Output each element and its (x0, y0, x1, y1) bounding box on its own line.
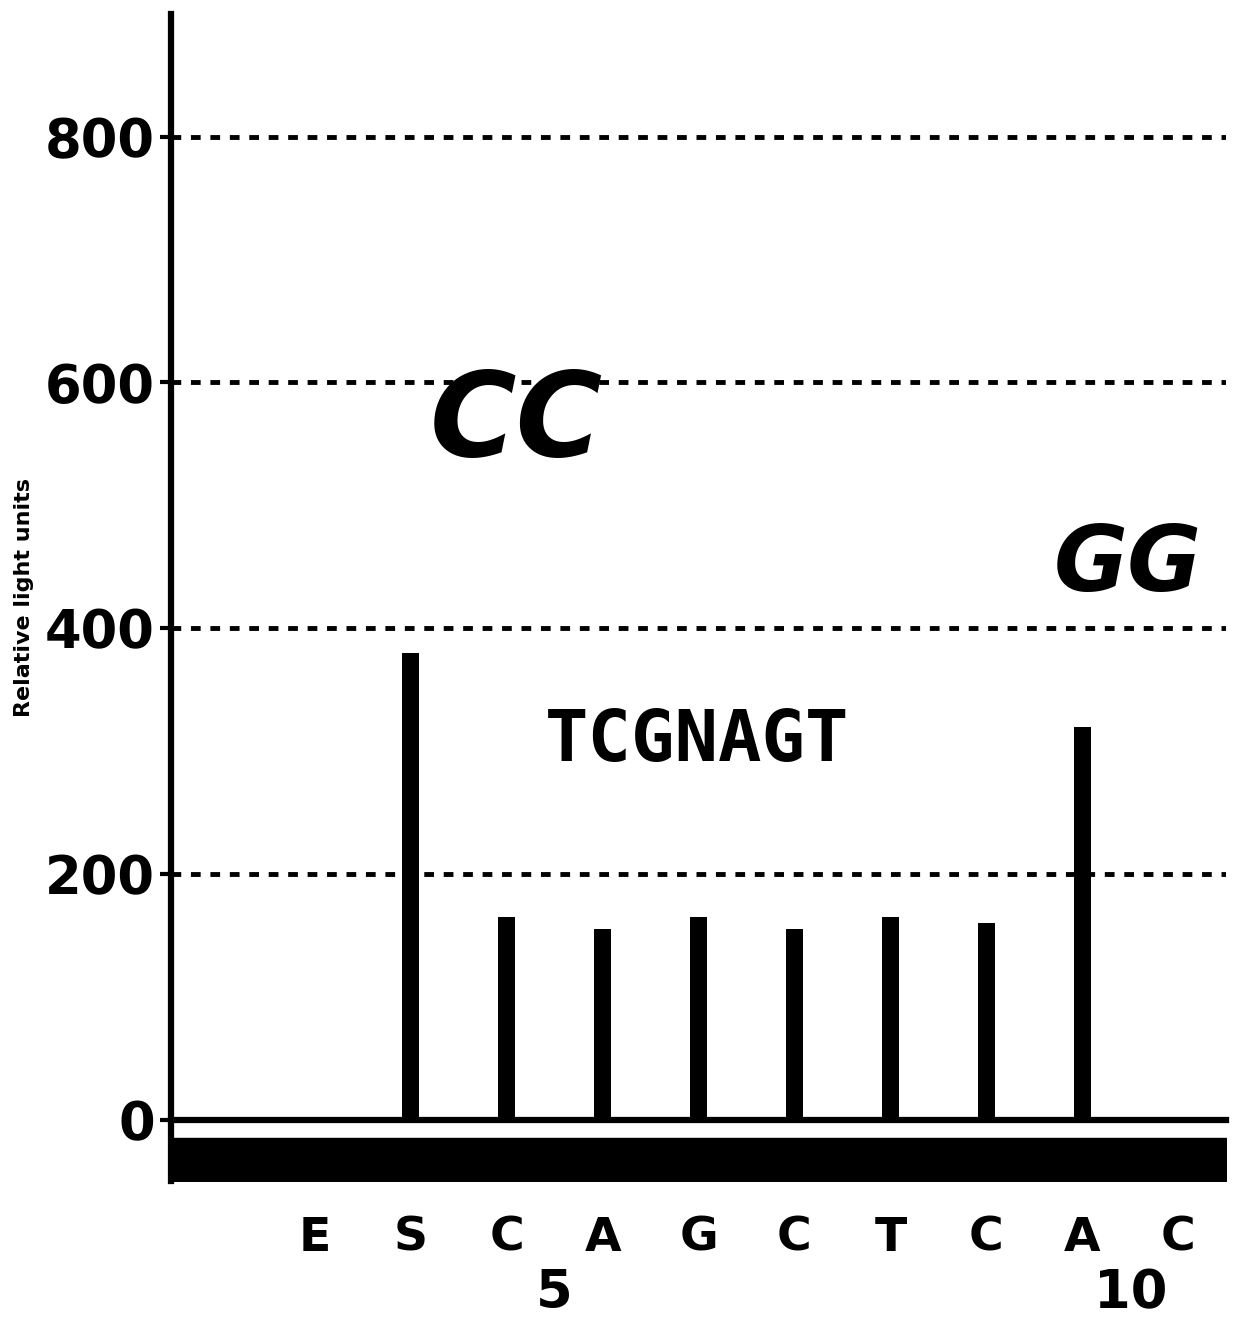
Bar (689, 917, 707, 1120)
Bar (594, 929, 611, 1120)
Text: 5: 5 (537, 1266, 573, 1319)
Text: E: E (299, 1215, 331, 1260)
Text: GG: GG (1054, 522, 1202, 609)
Bar (402, 653, 419, 1120)
Text: TCGNAGT: TCGNAGT (546, 707, 849, 776)
Bar (1074, 727, 1091, 1120)
Y-axis label: Relative light units: Relative light units (14, 479, 33, 717)
Text: CC: CC (430, 366, 603, 481)
Text: A: A (584, 1215, 621, 1260)
Text: T: T (874, 1215, 906, 1260)
Bar (498, 917, 516, 1120)
Text: C: C (1161, 1215, 1195, 1260)
Text: 10: 10 (1094, 1266, 1167, 1319)
Bar (786, 929, 804, 1120)
Text: S: S (394, 1215, 428, 1260)
Text: C: C (777, 1215, 812, 1260)
Bar (882, 917, 899, 1120)
Text: A: A (1064, 1215, 1101, 1260)
Text: C: C (490, 1215, 525, 1260)
Bar (977, 923, 994, 1120)
Text: C: C (968, 1215, 1003, 1260)
Text: G: G (680, 1215, 718, 1260)
